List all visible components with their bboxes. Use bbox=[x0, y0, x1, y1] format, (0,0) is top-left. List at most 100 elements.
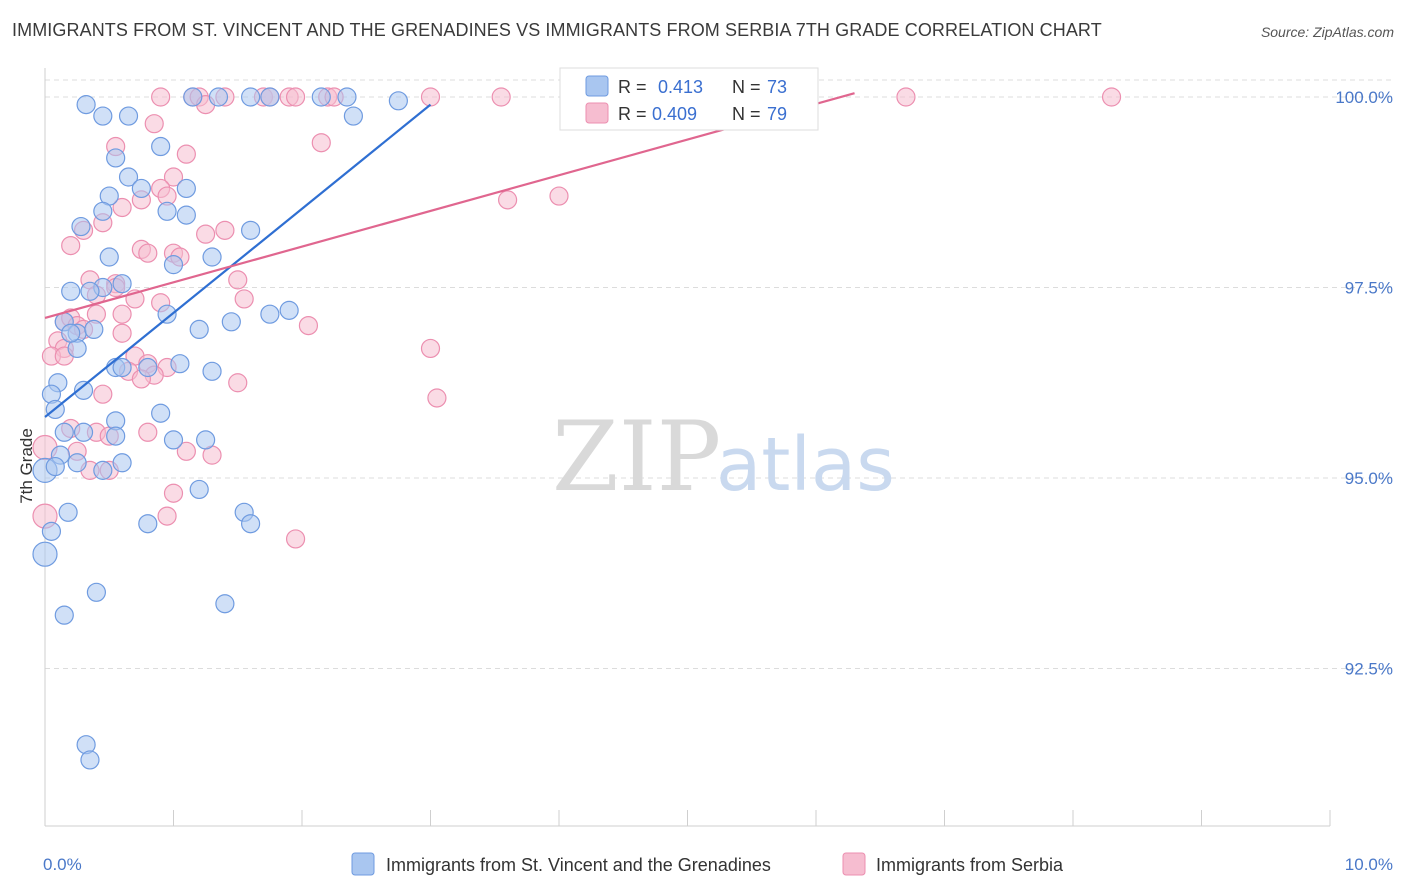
serbia-point bbox=[420, 338, 441, 359]
series-st-vincent-points bbox=[32, 87, 408, 770]
st-vincent-point bbox=[112, 357, 132, 378]
st-vincent-point bbox=[208, 87, 229, 107]
x-tick-label: 10.0% bbox=[1345, 855, 1393, 874]
serbia-point bbox=[157, 506, 177, 526]
st-vincent-point bbox=[106, 148, 126, 168]
st-vincent-point bbox=[99, 247, 119, 267]
st-vincent-point bbox=[202, 247, 222, 267]
st-vincent-point bbox=[112, 274, 132, 294]
serbia-point bbox=[498, 190, 518, 210]
serbia-point bbox=[93, 384, 113, 404]
st-vincent-point bbox=[260, 304, 280, 324]
st-vincent-point bbox=[86, 582, 107, 602]
serbia-point bbox=[549, 186, 569, 206]
stats-legend-pink-n-label: N = bbox=[732, 104, 761, 124]
serbia-point bbox=[112, 323, 132, 343]
stats-legend-pink-r-value: 0.409 bbox=[652, 104, 697, 124]
y-tick-label: 92.5% bbox=[1345, 660, 1393, 679]
st-vincent-point bbox=[138, 357, 158, 378]
serbia-point bbox=[285, 529, 306, 549]
st-vincent-point bbox=[215, 594, 235, 614]
serbia-point bbox=[163, 167, 184, 187]
serbia-point bbox=[311, 133, 331, 153]
st-vincent-point bbox=[221, 312, 241, 332]
st-vincent-point bbox=[54, 422, 74, 442]
serbia-point bbox=[144, 114, 164, 134]
st-vincent-point bbox=[71, 216, 91, 237]
chart-title: IMMIGRANTS FROM ST. VINCENT AND THE GREN… bbox=[12, 20, 1102, 40]
serbia-point bbox=[285, 87, 306, 107]
series-legend: Immigrants from St. Vincent and the Gren… bbox=[351, 852, 1064, 876]
watermark-zip: ZIP bbox=[552, 401, 721, 513]
serbia-point bbox=[427, 388, 447, 408]
legend-swatch-serbia bbox=[842, 852, 866, 876]
st-vincent-point bbox=[157, 304, 177, 324]
st-vincent-point bbox=[337, 87, 357, 107]
serbia-point bbox=[151, 87, 171, 107]
st-vincent-point bbox=[260, 87, 280, 107]
serbia-point bbox=[112, 304, 132, 324]
st-vincent-point bbox=[202, 361, 222, 381]
serbia-point bbox=[1101, 87, 1122, 107]
serbia-point bbox=[298, 316, 319, 336]
st-vincent-point bbox=[32, 541, 58, 567]
st-vincent-point bbox=[176, 178, 196, 199]
stats-legend-pink-n-value: 79 bbox=[767, 104, 787, 124]
st-vincent-point bbox=[118, 167, 139, 187]
st-vincent-point bbox=[138, 514, 158, 534]
serbia-point bbox=[163, 483, 184, 503]
st-vincent-point bbox=[279, 300, 299, 320]
y-tick-label: 95.0% bbox=[1345, 469, 1393, 488]
serbia-point bbox=[896, 87, 916, 107]
st-vincent-point bbox=[73, 380, 94, 400]
st-vincent-point bbox=[45, 456, 65, 477]
stats-legend-blue-n-label: N = bbox=[732, 77, 761, 97]
x-tick-label: 0.0% bbox=[43, 855, 82, 874]
serbia-point bbox=[138, 243, 158, 263]
stats-legend-blue-swatch bbox=[585, 75, 609, 97]
st-vincent-point bbox=[241, 220, 261, 240]
st-vincent-point bbox=[112, 453, 132, 473]
st-vincent-point bbox=[76, 95, 96, 115]
y-tick-label: 97.5% bbox=[1345, 279, 1393, 298]
serbia-point bbox=[176, 441, 196, 461]
source-attribution: Source: ZipAtlas.com bbox=[1260, 24, 1394, 40]
series-serbia-points bbox=[32, 87, 1122, 549]
grid-lines bbox=[45, 79, 1395, 669]
st-vincent-point bbox=[151, 403, 171, 423]
serbia-point bbox=[215, 220, 235, 240]
serbia-point bbox=[234, 289, 254, 309]
st-vincent-point bbox=[183, 87, 203, 107]
st-vincent-point bbox=[311, 87, 331, 107]
serbia-point bbox=[138, 422, 158, 442]
legend-swatch-st-vincent bbox=[351, 852, 375, 876]
stats-legend-blue-n-value: 73 bbox=[767, 77, 787, 97]
st-vincent-point bbox=[196, 430, 216, 450]
serbia-trend-line bbox=[44, 92, 855, 320]
serbia-point bbox=[176, 144, 196, 164]
st-vincent-point bbox=[93, 460, 113, 480]
st-vincent-point bbox=[131, 178, 151, 199]
st-vincent-point bbox=[343, 106, 363, 126]
stats-legend-blue-r-label: R = bbox=[618, 77, 647, 97]
st-vincent-point bbox=[41, 521, 62, 541]
legend-label-serbia: Immigrants from Serbia bbox=[876, 855, 1064, 875]
st-vincent-point bbox=[189, 479, 209, 500]
stats-legend-pink-swatch bbox=[585, 102, 609, 124]
st-vincent-point bbox=[241, 514, 261, 534]
st-vincent-trend-line bbox=[44, 103, 432, 418]
st-vincent-point bbox=[61, 281, 81, 301]
st-vincent-point bbox=[54, 605, 74, 625]
st-vincent-point bbox=[106, 426, 126, 446]
st-vincent-point bbox=[93, 201, 113, 221]
st-vincent-point bbox=[67, 453, 87, 473]
st-vincent-point bbox=[118, 106, 139, 126]
axes: 100.0% 97.5% 95.0% 92.5% 0.0% 10.0% bbox=[43, 68, 1393, 874]
st-vincent-point bbox=[73, 422, 94, 442]
y-axis-title: 7th Grade bbox=[17, 428, 36, 504]
serbia-point bbox=[228, 270, 248, 290]
stats-legend-pink-r-label: R = bbox=[618, 104, 647, 124]
st-vincent-point bbox=[80, 281, 100, 301]
serbia-point bbox=[112, 197, 132, 218]
st-vincent-point bbox=[163, 430, 184, 450]
